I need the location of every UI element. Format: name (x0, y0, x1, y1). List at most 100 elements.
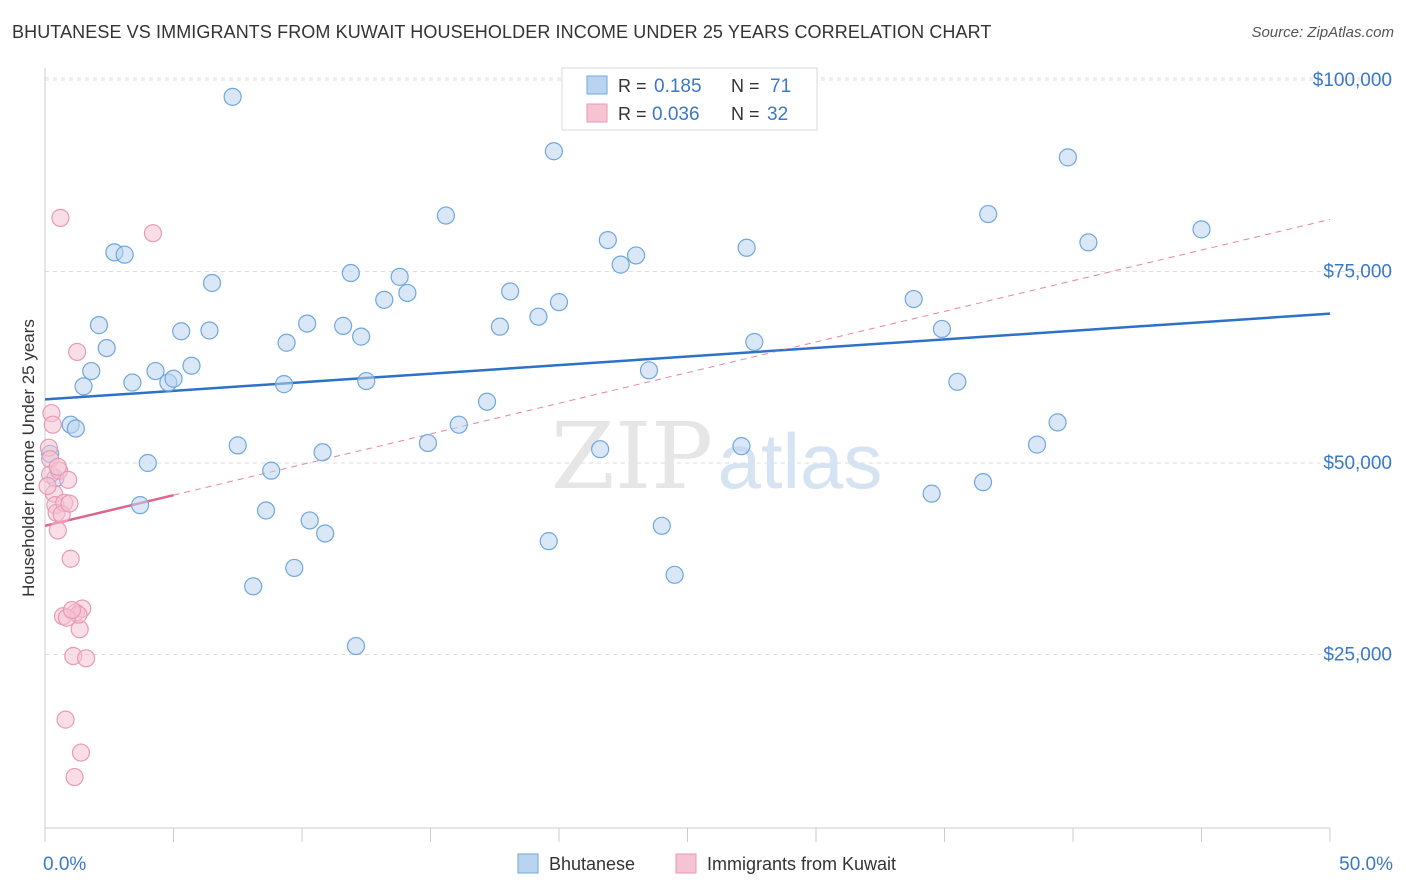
data-point-bhutanese (529, 307, 548, 326)
data-point-bhutanese (745, 332, 764, 352)
data-point-bhutanese (274, 375, 294, 394)
gridlines (45, 77, 1392, 655)
data-point-bhutanese (82, 361, 101, 381)
data-point-bhutanese (398, 283, 417, 303)
data-point-bhutanese (298, 314, 317, 333)
data-point-bhutanese (973, 473, 993, 492)
data-point-bhutanese (228, 436, 247, 455)
data-point-bhutanese (346, 636, 366, 656)
data-point-kuwait (62, 600, 82, 620)
x-tick-labels: 0.0% 50.0% (43, 854, 1393, 875)
legend-r-value: 0.036 (652, 104, 700, 125)
data-point-bhutanese (316, 524, 335, 543)
legend-r-value: 0.185 (654, 76, 702, 97)
data-point-kuwait (71, 743, 91, 762)
data-point-bhutanese (375, 290, 394, 309)
data-point-bhutanese (182, 356, 201, 375)
data-point-bhutanese (737, 238, 756, 257)
data-point-bhutanese (1048, 413, 1067, 432)
data-point-bhutanese (352, 327, 371, 346)
data-point-kuwait (61, 549, 80, 568)
data-point-bhutanese (477, 392, 497, 411)
data-point-bhutanese (285, 558, 304, 578)
series-legend-swatch-blue (517, 853, 539, 874)
data-point-bhutanese (223, 87, 242, 106)
data-point-bhutanese (922, 484, 941, 503)
data-point-bhutanese (1058, 148, 1077, 167)
data-point-bhutanese (591, 440, 610, 459)
data-point-kuwait (65, 767, 84, 787)
data-point-bhutanese (598, 230, 617, 250)
data-point-bhutanese (74, 377, 93, 396)
data-point-bhutanese (313, 443, 332, 462)
data-point-bhutanese (1079, 233, 1098, 252)
y-axis-label: Householder Income Under 25 years (19, 319, 38, 597)
series-legend-label-kuwait: Immigrants from Kuwait (707, 854, 896, 874)
data-point-kuwait (68, 342, 87, 362)
data-points (38, 87, 1211, 787)
data-point-kuwait (143, 224, 163, 243)
data-point-bhutanese (262, 461, 281, 480)
data-point-bhutanese (334, 316, 353, 335)
legend-r-label: R = (618, 76, 647, 96)
data-point-kuwait (56, 710, 75, 729)
data-point-bhutanese (1027, 435, 1047, 454)
data-point-kuwait (48, 521, 67, 540)
y-tick-label: $75,000 (1323, 262, 1392, 283)
legend-n-value: 71 (770, 76, 791, 97)
data-point-bhutanese (639, 361, 659, 380)
y-tick-label: $100,000 (1313, 70, 1392, 91)
data-point-bhutanese (164, 369, 183, 388)
data-point-bhutanese (256, 501, 276, 520)
legend-n-value: 32 (767, 104, 788, 125)
data-point-bhutanese (138, 453, 157, 473)
data-point-bhutanese (932, 319, 952, 339)
data-point-bhutanese (277, 333, 296, 352)
data-point-bhutanese (436, 206, 456, 225)
series-legend-label-bhutanese: Bhutanese (549, 854, 635, 874)
series-legend: Bhutanese Immigrants from Kuwait (517, 853, 896, 874)
data-point-bhutanese (665, 565, 684, 584)
data-point-bhutanese (390, 267, 409, 286)
watermark-atlas: atlas (718, 417, 883, 505)
series-legend-swatch-pink (675, 853, 697, 874)
x-tick-label-min: 0.0% (43, 854, 86, 875)
watermark: ZIP atlas (551, 403, 882, 510)
data-point-bhutanese (115, 245, 134, 264)
legend-n-label: N = (731, 104, 760, 124)
data-point-bhutanese (1192, 220, 1211, 239)
legend-n-label: N = (731, 76, 760, 96)
data-point-bhutanese (300, 511, 319, 530)
data-point-bhutanese (732, 437, 751, 456)
data-point-bhutanese (357, 371, 376, 391)
data-point-kuwait (43, 415, 62, 434)
y-tick-label: $25,000 (1323, 645, 1392, 666)
data-point-bhutanese (123, 373, 142, 392)
legend-swatch-blue (586, 75, 608, 95)
y-tick-label: $50,000 (1323, 453, 1392, 474)
data-point-bhutanese (146, 361, 165, 381)
data-point-kuwait (77, 649, 96, 668)
data-point-bhutanese (89, 316, 109, 335)
data-point-bhutanese (626, 246, 646, 265)
data-point-bhutanese (904, 289, 923, 309)
trend-line-bhutanese (44, 312, 1331, 401)
data-point-bhutanese (97, 339, 116, 358)
data-point-bhutanese (172, 322, 191, 341)
data-point-kuwait (38, 476, 57, 496)
x-tick-label-max: 50.0% (1339, 854, 1393, 875)
data-point-kuwait (59, 470, 78, 489)
y-tick-labels: $25,000 $50,000 $75,000 $100,000 (1313, 70, 1392, 666)
legend-swatch-pink (586, 103, 608, 123)
correlation-legend: R = 0.185 N = 71 R = 0.036 N = 32 (561, 67, 818, 131)
data-point-bhutanese (652, 516, 671, 535)
data-point-bhutanese (66, 419, 85, 438)
data-point-bhutanese (501, 282, 520, 301)
chart-title: BHUTANESE VS IMMIGRANTS FROM KUWAIT HOUS… (12, 22, 992, 42)
data-point-bhutanese (611, 255, 630, 274)
data-point-bhutanese (418, 433, 438, 453)
data-point-bhutanese (130, 496, 150, 515)
watermark-zip: ZIP (551, 403, 713, 510)
data-point-bhutanese (244, 577, 263, 596)
